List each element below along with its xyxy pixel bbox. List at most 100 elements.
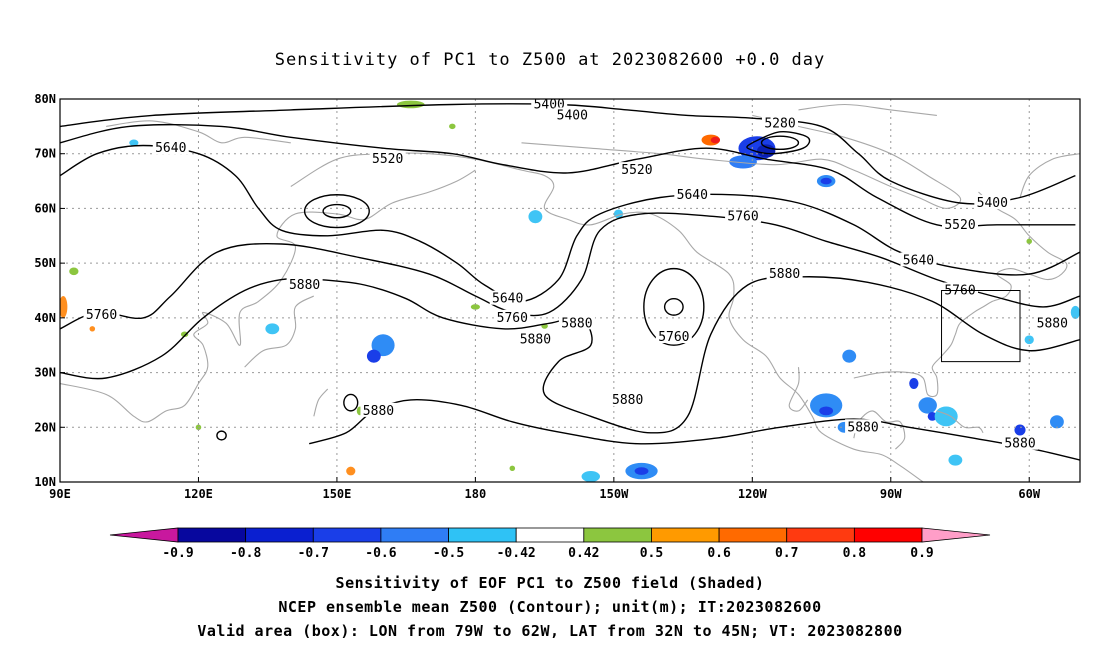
contour-label-bg — [974, 194, 1011, 209]
colorbar-segment — [718, 527, 788, 543]
colorbar-min-extension — [109, 527, 179, 543]
lat-tick-label: 60N — [34, 201, 56, 215]
colorbar-segment — [245, 527, 314, 543]
z500-closed-contour-5760 — [663, 298, 684, 316]
contour-label: 5760 — [944, 284, 975, 299]
contour-label: 5880 — [561, 316, 592, 331]
z500-closed-contour-5640 — [303, 194, 370, 229]
colorbar-segment — [177, 527, 247, 543]
graticule-layer — [60, 99, 1080, 482]
z500-contour-5880 — [60, 276, 1080, 434]
contour-label: 5760 — [727, 210, 758, 225]
sensitivity-patch — [509, 465, 516, 472]
lat-tick-label: 80N — [34, 92, 56, 106]
sensitivity-patch — [918, 397, 937, 414]
z500-contour-5520 — [60, 123, 1076, 228]
contour-label: 5880 — [363, 404, 394, 419]
lon-tick-label: 90E — [49, 487, 71, 501]
z500-closed-contour-5580 — [322, 203, 352, 219]
contour-label-bg — [900, 252, 937, 267]
contour-label: 5640 — [903, 253, 934, 268]
coastline — [521, 114, 962, 209]
contour-label-bg — [618, 162, 655, 177]
sensitivity-patch — [634, 467, 649, 475]
sensitivity-patch — [810, 393, 843, 418]
colorbar-label: -0.7 — [298, 546, 329, 561]
lon-tick-label: 60W — [1018, 487, 1040, 501]
sensitivity-patch — [89, 326, 96, 332]
colorbar-label: 0.6 — [707, 546, 731, 561]
contour-label: 5880 — [520, 333, 551, 348]
contour-label: 5760 — [86, 308, 117, 323]
contour-label-bg — [494, 309, 531, 324]
z500-contour-5400 — [60, 103, 1076, 205]
colorbar-label: -0.5 — [433, 546, 464, 561]
map-frame — [59, 98, 1081, 483]
sensitivity-patch — [346, 466, 356, 476]
sensitivity-patch — [710, 136, 721, 144]
sensitivity-patch — [927, 411, 937, 421]
colorbar-label: 0.5 — [640, 546, 663, 561]
contour-label: 5880 — [289, 278, 320, 293]
colorbar-label: 0.7 — [775, 546, 798, 561]
sensitivity-patch — [449, 123, 456, 130]
contour-label: 5760 — [497, 311, 528, 326]
coastline — [853, 191, 1068, 398]
lat-tick-label: 70N — [34, 147, 56, 161]
contour-label-bg — [554, 107, 591, 122]
lat-tick-label: 20N — [34, 420, 56, 434]
contour-label-bg — [152, 140, 189, 155]
sensitivity-patch — [729, 155, 757, 169]
sensitivity-patch — [265, 323, 280, 335]
contour-label: 5520 — [621, 163, 652, 178]
colorbar-segment — [380, 527, 449, 543]
contour-label: 5880 — [847, 420, 878, 435]
z500-closed-contour-5880 — [216, 430, 227, 441]
coastline — [788, 367, 809, 412]
contour-label-bg — [845, 419, 882, 434]
sensitivity-shading-layer — [60, 100, 1080, 482]
sensitivity-patch — [1070, 305, 1080, 319]
contour-label-bg — [286, 277, 323, 292]
coastline — [798, 103, 937, 116]
contour-label: 5400 — [977, 196, 1008, 211]
contour-label-bg — [942, 282, 978, 297]
contour-label-bg — [674, 186, 711, 201]
colorbar-segment — [786, 527, 855, 543]
contour-label-bg — [558, 315, 595, 330]
z500-contour-5880 — [309, 399, 1080, 461]
contour-label: 5880 — [1004, 437, 1035, 452]
contour-label-bg — [517, 331, 554, 346]
colorbar-label: -0.9 — [162, 546, 193, 561]
sensitivity-patch — [528, 210, 543, 224]
lon-tick-label: 120E — [184, 487, 213, 501]
z500-closed-contour-5280 — [760, 135, 800, 151]
colorbar-segment — [583, 527, 652, 543]
sensitivity-patch — [581, 471, 600, 482]
z500-contour-5280 — [746, 130, 811, 155]
contour-label-layer: 5400540052805400564055205520552056405640… — [83, 96, 1071, 452]
lat-tick-label: 40N — [34, 311, 56, 325]
contour-label-bg — [609, 391, 646, 406]
contour-label-bg — [531, 96, 568, 111]
contour-label-bg — [942, 216, 978, 231]
contour-label: 5520 — [372, 152, 403, 167]
valid-area-box — [941, 290, 1021, 363]
sensitivity-patch — [60, 295, 68, 318]
contour-label-bg — [655, 329, 692, 344]
coastline — [313, 388, 329, 417]
contour-label: 5880 — [612, 393, 643, 408]
colorbar-segment — [515, 527, 585, 543]
z500-closed-contour-5760 — [643, 267, 705, 346]
colorbar-segment — [312, 527, 382, 543]
figure-title: Sensitivity of PC1 to Z500 at 2023082600… — [274, 50, 826, 70]
sensitivity-patch — [909, 378, 919, 389]
lon-tick-label: 150E — [322, 487, 351, 501]
coastline — [60, 169, 476, 423]
sensitivity-patch — [366, 349, 381, 363]
colorbar-label: 0.8 — [843, 546, 867, 561]
contour-label: 5640 — [492, 292, 523, 307]
contour-label-bg — [1034, 315, 1071, 330]
sensitivity-patch — [820, 177, 832, 185]
